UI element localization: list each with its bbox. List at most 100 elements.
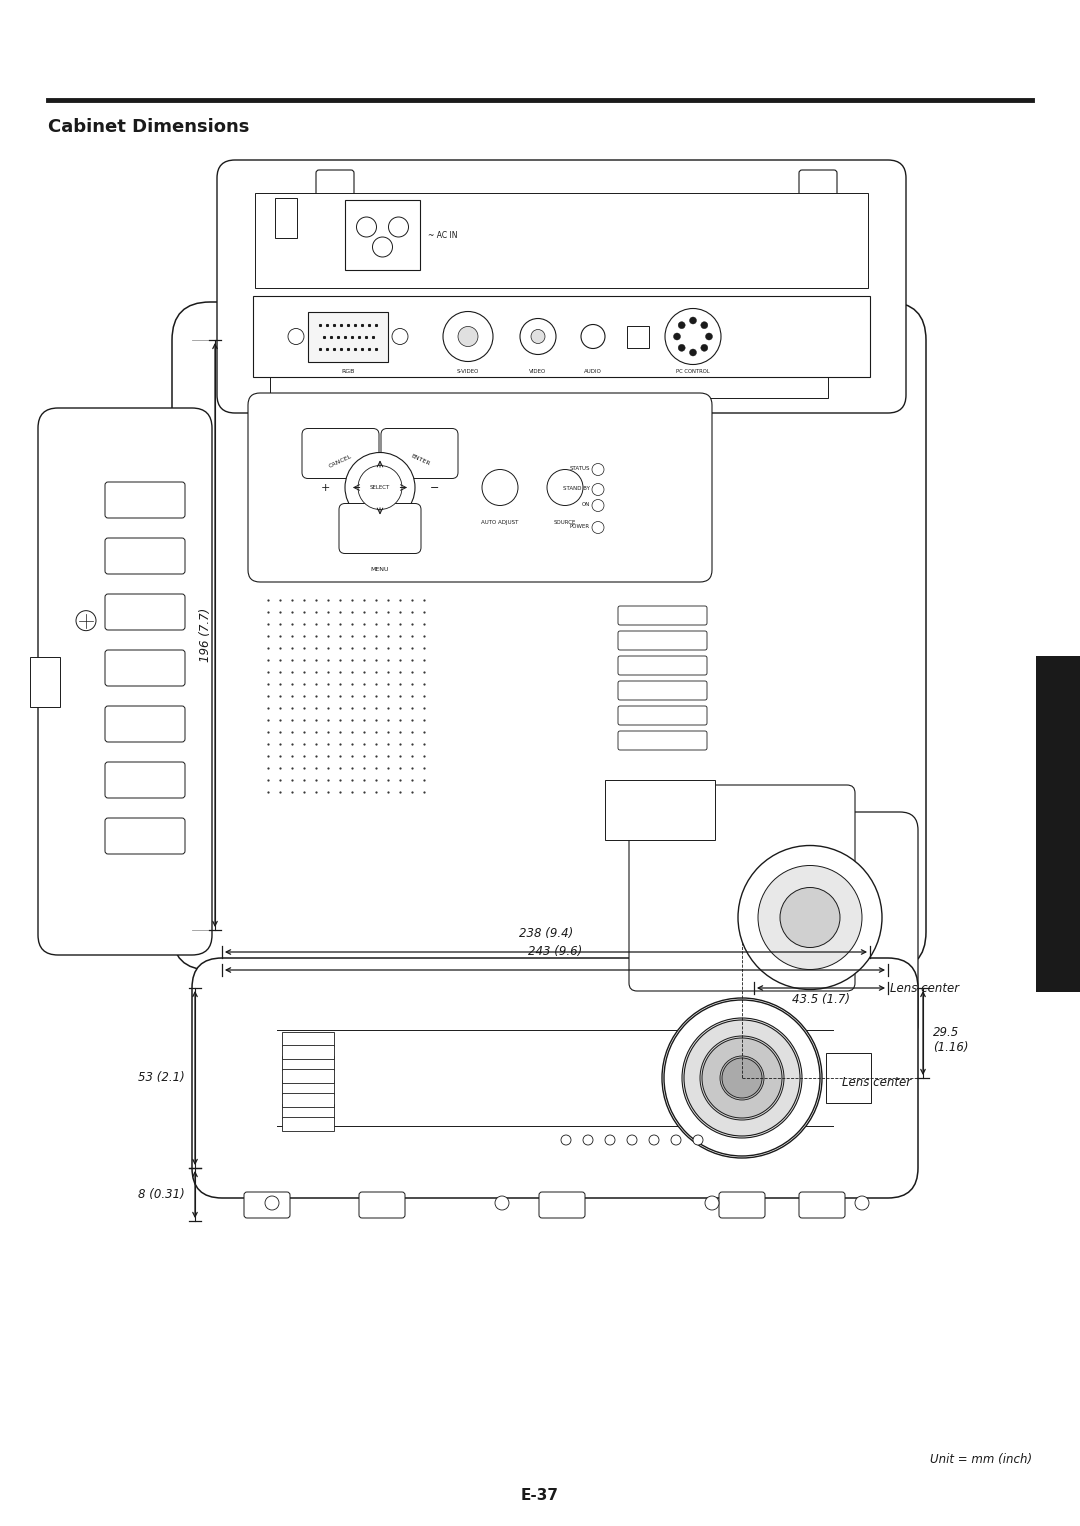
Text: E-37: E-37 bbox=[521, 1488, 559, 1503]
Bar bbox=[282, 1070, 334, 1083]
Text: 243 (9.6): 243 (9.6) bbox=[528, 945, 582, 958]
Circle shape bbox=[702, 1038, 782, 1119]
Circle shape bbox=[345, 453, 415, 522]
Circle shape bbox=[288, 328, 303, 345]
Bar bbox=[1036, 656, 1080, 992]
FancyBboxPatch shape bbox=[105, 539, 185, 574]
Circle shape bbox=[561, 1135, 571, 1144]
Text: PC CONTROL: PC CONTROL bbox=[676, 369, 710, 374]
FancyBboxPatch shape bbox=[618, 630, 707, 650]
Text: Cabinet Dimensions: Cabinet Dimensions bbox=[48, 118, 249, 136]
Circle shape bbox=[392, 328, 408, 345]
Text: −: − bbox=[430, 482, 440, 493]
Circle shape bbox=[674, 333, 680, 340]
Circle shape bbox=[662, 998, 822, 1158]
FancyBboxPatch shape bbox=[618, 681, 707, 700]
Circle shape bbox=[519, 319, 556, 354]
Bar bbox=[282, 1056, 334, 1070]
Bar bbox=[627, 325, 649, 348]
Text: Lens center: Lens center bbox=[842, 1076, 912, 1090]
Circle shape bbox=[701, 322, 707, 328]
FancyBboxPatch shape bbox=[38, 407, 212, 955]
Circle shape bbox=[723, 1058, 762, 1099]
Text: VIDEO: VIDEO bbox=[529, 369, 546, 374]
Circle shape bbox=[671, 1135, 681, 1144]
FancyBboxPatch shape bbox=[799, 169, 837, 201]
FancyBboxPatch shape bbox=[359, 1192, 405, 1218]
FancyBboxPatch shape bbox=[539, 1192, 585, 1218]
Circle shape bbox=[592, 464, 604, 476]
Text: 29.5: 29.5 bbox=[933, 1027, 959, 1039]
Circle shape bbox=[700, 1036, 784, 1120]
Circle shape bbox=[665, 308, 721, 365]
Text: +: + bbox=[321, 482, 329, 493]
Circle shape bbox=[605, 1135, 615, 1144]
Circle shape bbox=[389, 217, 408, 237]
Bar bbox=[308, 311, 388, 362]
Bar bbox=[282, 1080, 334, 1094]
FancyBboxPatch shape bbox=[172, 302, 926, 971]
FancyBboxPatch shape bbox=[302, 429, 379, 479]
Circle shape bbox=[495, 1196, 509, 1210]
Text: (1.16): (1.16) bbox=[933, 1041, 969, 1053]
Circle shape bbox=[689, 317, 697, 324]
Bar bbox=[282, 1093, 334, 1106]
Circle shape bbox=[458, 327, 478, 346]
Text: 43.5 (1.7): 43.5 (1.7) bbox=[792, 993, 850, 1006]
FancyBboxPatch shape bbox=[629, 784, 855, 990]
Text: AUDIO: AUDIO bbox=[584, 369, 602, 374]
Bar bbox=[253, 296, 870, 377]
Circle shape bbox=[681, 1018, 802, 1138]
Text: SELECT: SELECT bbox=[369, 485, 390, 490]
Circle shape bbox=[693, 1135, 703, 1144]
Bar bbox=[826, 1053, 870, 1103]
Text: SOURCE: SOURCE bbox=[554, 519, 577, 525]
Bar bbox=[270, 343, 828, 398]
FancyBboxPatch shape bbox=[381, 429, 458, 479]
Circle shape bbox=[592, 499, 604, 511]
Bar bbox=[282, 1032, 334, 1045]
Circle shape bbox=[356, 217, 377, 237]
FancyBboxPatch shape bbox=[799, 1192, 845, 1218]
Circle shape bbox=[678, 322, 685, 328]
Bar bbox=[282, 1117, 334, 1131]
FancyBboxPatch shape bbox=[105, 818, 185, 855]
Text: POWER: POWER bbox=[570, 523, 590, 528]
Circle shape bbox=[649, 1135, 659, 1144]
FancyBboxPatch shape bbox=[192, 958, 918, 1198]
FancyBboxPatch shape bbox=[618, 606, 707, 626]
Circle shape bbox=[546, 470, 583, 505]
Circle shape bbox=[738, 845, 882, 989]
Circle shape bbox=[357, 465, 402, 510]
Circle shape bbox=[780, 888, 840, 948]
FancyBboxPatch shape bbox=[105, 707, 185, 742]
Circle shape bbox=[758, 865, 862, 969]
FancyBboxPatch shape bbox=[618, 731, 707, 749]
FancyBboxPatch shape bbox=[217, 160, 906, 414]
Text: ~ AC IN: ~ AC IN bbox=[428, 230, 458, 240]
FancyBboxPatch shape bbox=[719, 1192, 765, 1218]
Circle shape bbox=[531, 330, 545, 343]
Circle shape bbox=[720, 1056, 764, 1100]
Circle shape bbox=[684, 1019, 800, 1135]
Text: STATUS: STATUS bbox=[569, 465, 590, 470]
Text: STAND BY: STAND BY bbox=[563, 485, 590, 490]
Circle shape bbox=[265, 1196, 279, 1210]
Text: Unit = mm (inch): Unit = mm (inch) bbox=[930, 1453, 1032, 1466]
Circle shape bbox=[76, 610, 96, 630]
Circle shape bbox=[592, 522, 604, 534]
Circle shape bbox=[678, 345, 685, 351]
Text: 8 (0.31): 8 (0.31) bbox=[138, 1189, 185, 1201]
Text: Lens center: Lens center bbox=[890, 981, 959, 995]
Circle shape bbox=[443, 311, 492, 362]
Bar bbox=[282, 1103, 334, 1119]
Bar bbox=[275, 198, 297, 238]
Circle shape bbox=[689, 349, 697, 356]
FancyBboxPatch shape bbox=[316, 169, 354, 201]
Circle shape bbox=[592, 484, 604, 496]
Text: MENU: MENU bbox=[370, 566, 389, 572]
Circle shape bbox=[855, 1196, 869, 1210]
Circle shape bbox=[627, 1135, 637, 1144]
FancyBboxPatch shape bbox=[702, 812, 918, 1042]
FancyBboxPatch shape bbox=[248, 394, 712, 581]
